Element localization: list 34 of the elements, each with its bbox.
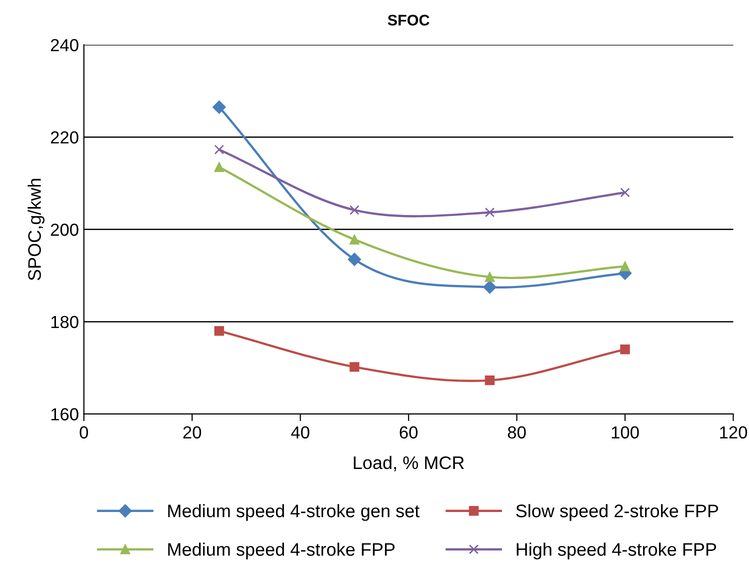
point [350, 362, 360, 372]
x-axis-title: Load, % MCR [354, 456, 464, 472]
point [214, 144, 224, 154]
point [214, 326, 224, 336]
point [350, 234, 360, 244]
point [484, 375, 495, 386]
y-tick-label: 200 [50, 224, 78, 236]
y-axis-title: SPOC,g/kwh [28, 178, 45, 280]
y-tick-label: 180 [51, 316, 78, 328]
legend-label: Medium speed 4-stroke gen set [168, 504, 420, 521]
point [484, 207, 495, 218]
point [212, 100, 226, 114]
point [214, 162, 224, 172]
y-tick-label: 220 [50, 131, 78, 144]
y-tick-label: 160 [51, 408, 78, 420]
x-tick-label: 100 [612, 426, 639, 439]
chart-title: SFOC [388, 14, 430, 26]
point [483, 280, 496, 294]
legend-label: Medium speed 4-stroke FPP [168, 542, 395, 560]
point [620, 261, 630, 272]
point [350, 205, 360, 215]
point [620, 188, 630, 198]
x-tick-label: 0 [80, 426, 88, 439]
x-tick-label: 80 [508, 426, 526, 439]
legend-label: Slow speed 2-stroke FPP [516, 504, 718, 521]
x-tick-label: 40 [291, 426, 310, 439]
y-tick-label: 240 [50, 39, 78, 52]
point [484, 272, 495, 282]
legend-label: High speed 4-stroke FPP [516, 542, 716, 560]
point [620, 344, 630, 354]
x-tick-label: 20 [183, 426, 202, 439]
x-tick-label: 60 [400, 426, 418, 439]
point [348, 252, 362, 266]
x-tick-label: 120 [720, 426, 748, 439]
